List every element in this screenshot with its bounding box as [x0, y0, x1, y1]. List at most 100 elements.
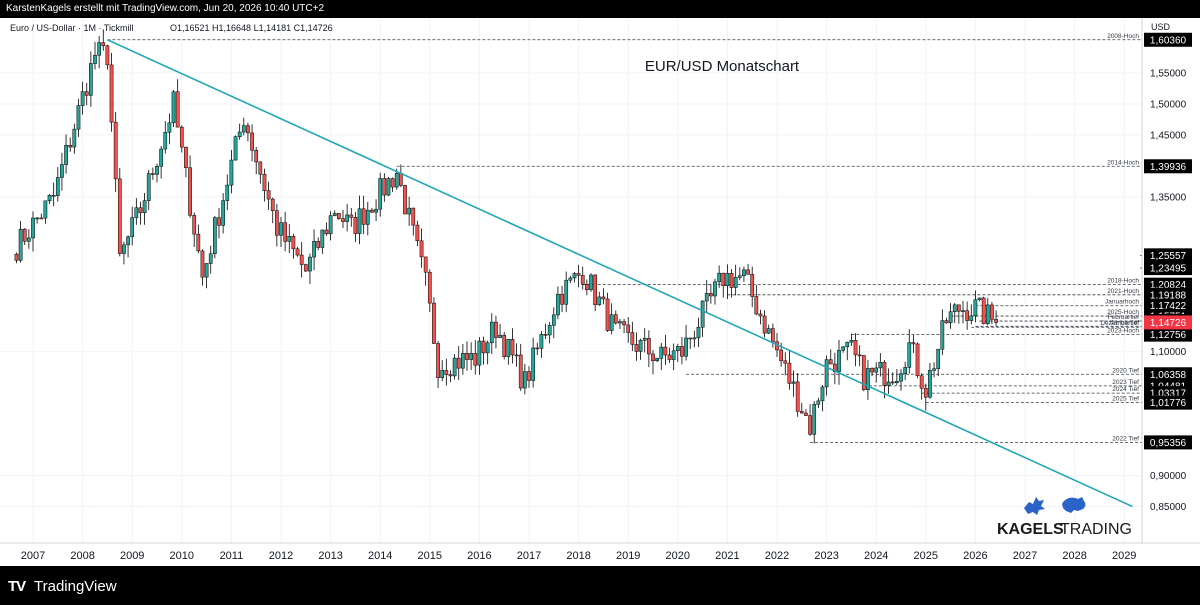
level-price-label: 0,95356: [1150, 438, 1187, 449]
price-label-box: [1144, 159, 1192, 174]
candle: [630, 321, 635, 352]
time-tick-label: 2008: [70, 550, 94, 562]
level-price-label: 1,03317: [1150, 389, 1187, 400]
grid: [0, 18, 1142, 543]
candle: [357, 195, 362, 245]
candle: [51, 182, 56, 207]
candle: [651, 350, 655, 375]
candle: [833, 352, 837, 385]
tradingview-logo-icon: TV: [8, 578, 26, 595]
candle: [936, 348, 941, 377]
candle: [622, 318, 626, 334]
symbol-name: Euro / US-Dollar · 1M · Tickmill: [10, 23, 134, 33]
candle: [80, 81, 85, 115]
candle: [229, 150, 234, 194]
candle: [142, 192, 147, 225]
level-name: 2021-Hoch: [1107, 288, 1139, 295]
candle: [349, 207, 354, 227]
time-tick-label: 2026: [963, 550, 987, 562]
candle: [961, 300, 965, 324]
candle: [221, 193, 225, 234]
candle: [663, 334, 668, 365]
candle: [337, 212, 341, 220]
candle: [568, 275, 573, 284]
candle: [667, 347, 672, 363]
candle: [184, 146, 188, 178]
candle: [250, 124, 254, 162]
candle: [969, 304, 974, 325]
candle: [328, 211, 333, 241]
candle: [890, 372, 895, 385]
candle: [886, 368, 891, 394]
candle: [72, 123, 77, 154]
candle: [861, 355, 866, 392]
candle: [233, 135, 238, 161]
candle: [448, 370, 453, 383]
candle: [580, 266, 585, 290]
level-price-label: 1,12756: [1150, 330, 1187, 341]
candle: [709, 284, 713, 304]
time-tick-label: 2013: [318, 550, 342, 562]
time-tick-label: 2024: [864, 550, 888, 562]
candle: [878, 353, 883, 377]
candle: [324, 222, 329, 236]
candle: [820, 385, 825, 412]
candle: [113, 112, 118, 192]
candle: [241, 117, 246, 136]
candle: [589, 273, 593, 292]
tradingview-logo-text: TradingView: [34, 578, 117, 595]
time-axis[interactable]: 2007 2008 2009 2010 2011 2012 2013 2014 2015 2016…: [21, 550, 1137, 562]
candle: [196, 224, 201, 254]
candle: [403, 184, 407, 215]
candle: [308, 253, 312, 284]
price-chart[interactable]: 2008-Hoch 2014-Hoch 2018-Hoch 2021-Hoch Janu…: [0, 18, 1200, 566]
candle: [200, 249, 205, 286]
candle: [97, 35, 101, 69]
candle: [564, 271, 569, 313]
candle: [171, 90, 176, 128]
candle: [130, 206, 135, 246]
candle: [213, 215, 217, 259]
candle: [47, 194, 52, 205]
price-label-box: [1144, 395, 1192, 410]
candle: [27, 229, 31, 249]
candle: [485, 340, 490, 365]
candle: [535, 342, 540, 356]
candle: [353, 212, 358, 242]
time-tick-label: 2025: [914, 550, 938, 562]
bull-bear-icon: [1024, 497, 1086, 515]
candles: [14, 29, 998, 444]
candle: [312, 229, 316, 271]
price-label-box: [1144, 248, 1192, 263]
price-tick-label: 1,50000: [1150, 99, 1187, 110]
candle: [948, 303, 953, 329]
candle: [146, 169, 151, 211]
candle: [514, 343, 519, 367]
candle: [523, 363, 527, 395]
candle: [494, 315, 498, 349]
candle: [597, 291, 602, 306]
trendline[interactable]: [107, 39, 1133, 508]
candle: [556, 286, 560, 320]
candle: [808, 404, 812, 436]
candle: [18, 220, 23, 263]
price-axis[interactable]: 0,85000 0,90000 1,10000 1,35000 1,45000 1,500…: [1144, 32, 1192, 513]
level-name: 2025 Tief: [1112, 396, 1139, 403]
time-tick-label: 2009: [120, 550, 144, 562]
level-name: Januartief: [1110, 319, 1139, 326]
candle: [907, 329, 912, 374]
candle: [93, 41, 97, 70]
candle: [320, 229, 325, 254]
time-tick-label: 2016: [467, 550, 491, 562]
price-tick-label: 1,35000: [1150, 192, 1187, 203]
candle: [151, 167, 155, 180]
candle: [601, 288, 606, 305]
candle: [122, 241, 126, 265]
candle: [283, 211, 287, 252]
candle: [461, 343, 465, 375]
watermark-brand: KAGELS: [997, 521, 1064, 538]
candle: [560, 285, 564, 313]
candle: [266, 181, 271, 211]
candle: [55, 167, 60, 202]
